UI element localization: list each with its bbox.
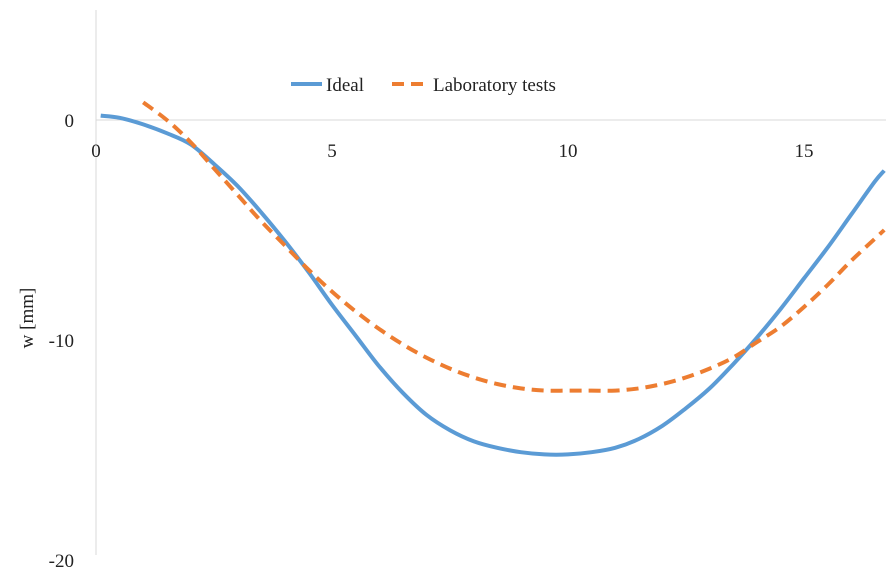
legend: Ideal Laboratory tests [291,75,556,96]
y-tick-label: -10 [49,331,74,352]
y-tick-label: 0 [65,111,75,132]
axes [95,10,886,555]
x-tick-label: 0 [91,141,101,162]
x-tick-label: 10 [559,141,578,162]
legend-label-ideal: Ideal [326,75,364,96]
series-layer [100,100,886,457]
x-tick-label: 15 [795,141,814,162]
series-line-ideal [100,113,886,457]
tick-labels: 0 5 10 15 0 -10 -20 [49,111,814,568]
y-axis-label: w [mm] [17,288,38,349]
x-tick-label: 5 [327,141,337,162]
legend-label-laboratory-tests: Laboratory tests [433,75,556,96]
y-tick-label: -20 [49,551,74,568]
series-line-laboratory-tests [142,100,886,393]
